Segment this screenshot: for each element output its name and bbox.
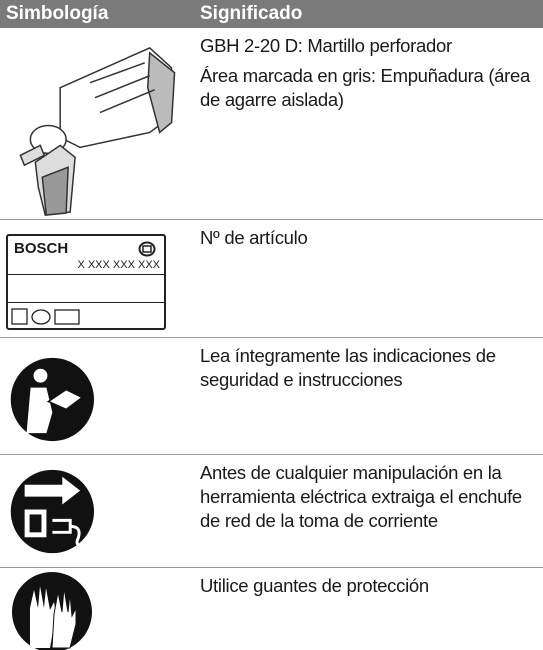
- meaning-line: Área marcada en gris: Empuñadura (área d…: [200, 65, 531, 110]
- meaning: GBH 2-20 D: Martillo perforador Área mar…: [200, 34, 540, 118]
- table-row: Lea íntegramente las indicaciones de seg…: [0, 338, 543, 455]
- table-row: BOSCH X XXX XXX XXX Nº de artículo: [0, 220, 543, 338]
- table-header: Simbología Significado: [0, 0, 543, 28]
- unplug-icon: [10, 469, 95, 554]
- divider: [8, 274, 164, 275]
- meaning-line: Antes de cualquier manipulación en la he…: [200, 462, 522, 531]
- meaning: Lea íntegramente las indicaciones de seg…: [200, 344, 540, 398]
- header-cell: Significado: [200, 3, 303, 24]
- table-row: GBH 2-20 D: Martillo perforador Área mar…: [0, 28, 543, 220]
- table-row: Utilice guantes de protección: [0, 568, 543, 650]
- symbol: BOSCH X XXX XXX XXX: [0, 220, 190, 337]
- meaning-line: GBH 2-20 D: Martillo perforador: [200, 35, 452, 56]
- meaning: Nº de artículo: [200, 226, 540, 256]
- read-manual-icon: [10, 357, 95, 442]
- gloves-icon: [12, 572, 92, 650]
- header-cell: Simbología: [6, 3, 109, 24]
- meaning-line: Lea íntegramente las indicaciones de seg…: [200, 345, 496, 390]
- table-row: Antes de cualquier manipulación en la he…: [0, 455, 543, 568]
- brand: BOSCH: [14, 240, 69, 257]
- drill-image: [19, 47, 176, 216]
- meaning: Antes de cualquier manipulación en la he…: [200, 461, 540, 539]
- meaning-line: Nº de artículo: [200, 227, 308, 248]
- symbols: [11, 308, 80, 325]
- divider: [8, 302, 164, 303]
- meaning: Utilice guantes de protección: [200, 574, 540, 604]
- logo: [138, 241, 156, 257]
- article-number: X XXX XXX XXX: [77, 259, 160, 271]
- nameplate: BOSCH X XXX XXX XXX: [6, 234, 166, 330]
- meaning-line: Utilice guantes de protección: [200, 575, 429, 596]
